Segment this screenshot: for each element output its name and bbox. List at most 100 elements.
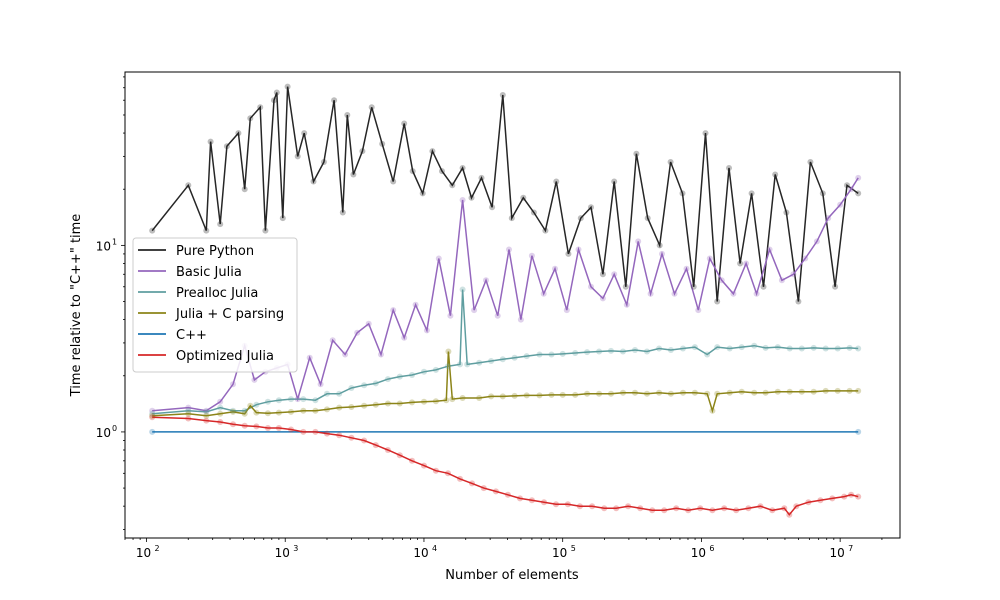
data-point-optimized-julia	[480, 485, 487, 492]
data-point-pure-python	[577, 215, 584, 222]
data-point-julia-c-parsing	[596, 390, 603, 397]
data-point-prealloc-julia	[656, 345, 663, 352]
data-point-pure-python	[203, 227, 210, 234]
data-point-basic-julia	[365, 320, 372, 327]
data-point-basic-julia	[342, 351, 349, 358]
data-point-optimized-julia	[637, 505, 644, 512]
x-tick-label-exponent: 7	[848, 544, 853, 553]
legend-item-pure-python: Pure Python	[138, 244, 254, 259]
data-point-basic-julia	[778, 277, 785, 284]
data-point-julia-c-parsing	[762, 389, 769, 396]
data-point-julia-c-parsing	[275, 409, 282, 416]
data-point-prealloc-julia	[396, 373, 403, 380]
x-axis-label: Number of elements	[445, 568, 579, 583]
data-point-pure-python	[633, 150, 640, 157]
data-point-basic-julia	[471, 307, 478, 314]
data-point-julia-c-parsing	[548, 391, 555, 398]
data-point-julia-c-parsing	[536, 392, 543, 399]
data-point-basic-julia	[563, 307, 570, 314]
data-point-basic-julia	[623, 301, 630, 308]
y-tick-label-exponent: 0	[112, 424, 117, 433]
data-point-basic-julia	[329, 337, 336, 344]
data-point-prealloc-julia	[149, 410, 156, 417]
data-point-pure-python	[185, 182, 192, 189]
data-point-julia-c-parsing	[217, 410, 224, 417]
data-point-pure-python	[368, 104, 375, 111]
data-point-julia-c-parsing	[476, 395, 483, 401]
data-point-prealloc-julia	[324, 390, 330, 397]
data-point-julia-c-parsing	[288, 408, 294, 415]
data-point-basic-julia	[671, 290, 678, 297]
data-point-julia-c-parsing	[714, 390, 721, 397]
data-point-pure-python	[350, 171, 357, 178]
x-tick-label-exponent: 6	[709, 544, 714, 553]
data-point-basic-julia	[230, 381, 236, 388]
data-point-pure-python	[149, 227, 156, 234]
data-point-julia-c-parsing	[726, 389, 733, 396]
data-point-julia-c-parsing	[774, 388, 781, 395]
legend-label: Prealloc Julia	[176, 286, 258, 301]
data-point-julia-c-parsing	[834, 387, 841, 394]
data-point-julia-c-parsing	[584, 390, 591, 397]
data-point-prealloc-julia	[185, 407, 192, 414]
data-point-prealloc-julia	[445, 363, 451, 370]
data-point-pure-python	[262, 227, 269, 234]
data-point-pure-python	[542, 227, 549, 234]
data-point-optimized-julia	[786, 511, 793, 518]
data-point-julia-c-parsing	[855, 387, 862, 394]
data-point-pure-python	[599, 271, 606, 278]
data-point-basic-julia	[306, 354, 313, 361]
data-point-julia-c-parsing	[253, 409, 260, 416]
data-point-prealloc-julia	[596, 348, 603, 355]
data-point-optimized-julia	[203, 417, 210, 424]
data-point-prealloc-julia	[620, 348, 626, 355]
data-point-pure-python	[530, 209, 537, 216]
data-point-basic-julia	[390, 307, 397, 314]
data-point-pure-python	[468, 194, 475, 201]
data-point-prealloc-julia	[264, 398, 271, 405]
data-point-pure-python	[409, 168, 416, 175]
data-point-prealloc-julia	[798, 345, 805, 352]
data-point-julia-c-parsing	[632, 389, 638, 396]
data-point-prealloc-julia	[241, 407, 248, 414]
data-point-julia-c-parsing	[511, 392, 518, 399]
data-point-basic-julia	[185, 404, 192, 411]
data-point-prealloc-julia	[488, 358, 495, 364]
data-point-julia-c-parsing	[443, 397, 450, 404]
data-point-optimized-julia	[348, 434, 355, 441]
data-point-julia-c-parsing	[810, 388, 817, 395]
data-point-pure-python	[679, 190, 686, 197]
data-point-basic-julia	[647, 290, 654, 297]
x-tick-label: 10	[552, 546, 567, 560]
legend-label: Basic Julia	[176, 265, 242, 280]
y-tick-label: 10	[96, 239, 111, 253]
data-point-basic-julia	[848, 186, 855, 193]
data-point-pure-python	[690, 283, 697, 290]
data-point-prealloc-julia	[632, 347, 638, 353]
data-point-prealloc-julia	[457, 361, 463, 368]
data-point-optimized-julia	[829, 495, 836, 502]
data-point-pure-python	[359, 148, 366, 155]
data-point-basic-julia	[517, 316, 524, 323]
data-point-julia-c-parsing	[656, 389, 663, 396]
data-point-optimized-julia	[576, 503, 583, 510]
x-tick-label: 10	[136, 546, 151, 560]
data-point-optimized-julia	[649, 507, 656, 514]
data-point-optimized-julia	[613, 505, 620, 512]
data-point-basic-julia	[552, 265, 558, 272]
data-point-julia-c-parsing	[247, 402, 254, 409]
data-point-prealloc-julia	[459, 286, 466, 293]
data-point-julia-c-parsing	[751, 389, 758, 396]
legend-label: Optimized Julia	[176, 349, 274, 364]
data-point-optimized-julia	[457, 475, 463, 482]
data-point-basic-julia	[706, 255, 713, 262]
y-axis-label: Time relative to "C++" time	[69, 214, 84, 398]
data-point-basic-julia	[599, 295, 606, 302]
data-point-julia-c-parsing	[396, 400, 403, 407]
data-point-pure-python	[401, 120, 408, 127]
data-point-optimized-julia	[625, 503, 632, 510]
data-point-prealloc-julia	[822, 345, 829, 352]
x-tick-label: 10	[830, 546, 845, 560]
